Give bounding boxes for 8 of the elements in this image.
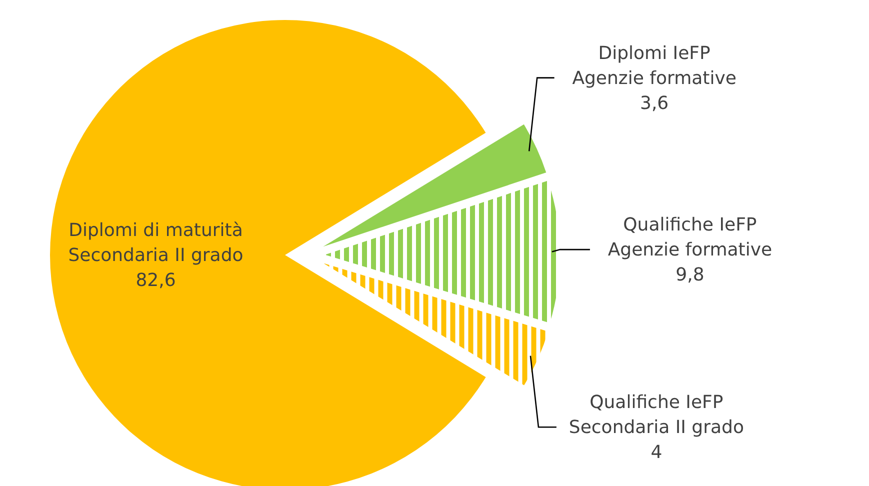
slice-label: Diplomi di maturità Secondaria II grado xyxy=(68,220,244,266)
data-label: 82,6 xyxy=(136,270,176,292)
slice-label: Qualifiche IeFP Agenzie formative xyxy=(608,214,772,261)
slice-label: Qualifiche IeFP Secondaria II grado xyxy=(568,392,744,438)
data-label: 4 xyxy=(650,442,662,464)
data-label: 3,6 xyxy=(640,92,669,114)
data-label: 9,8 xyxy=(676,264,704,286)
slice-label: Diplomi IeFP Agenzie formative xyxy=(572,42,736,89)
